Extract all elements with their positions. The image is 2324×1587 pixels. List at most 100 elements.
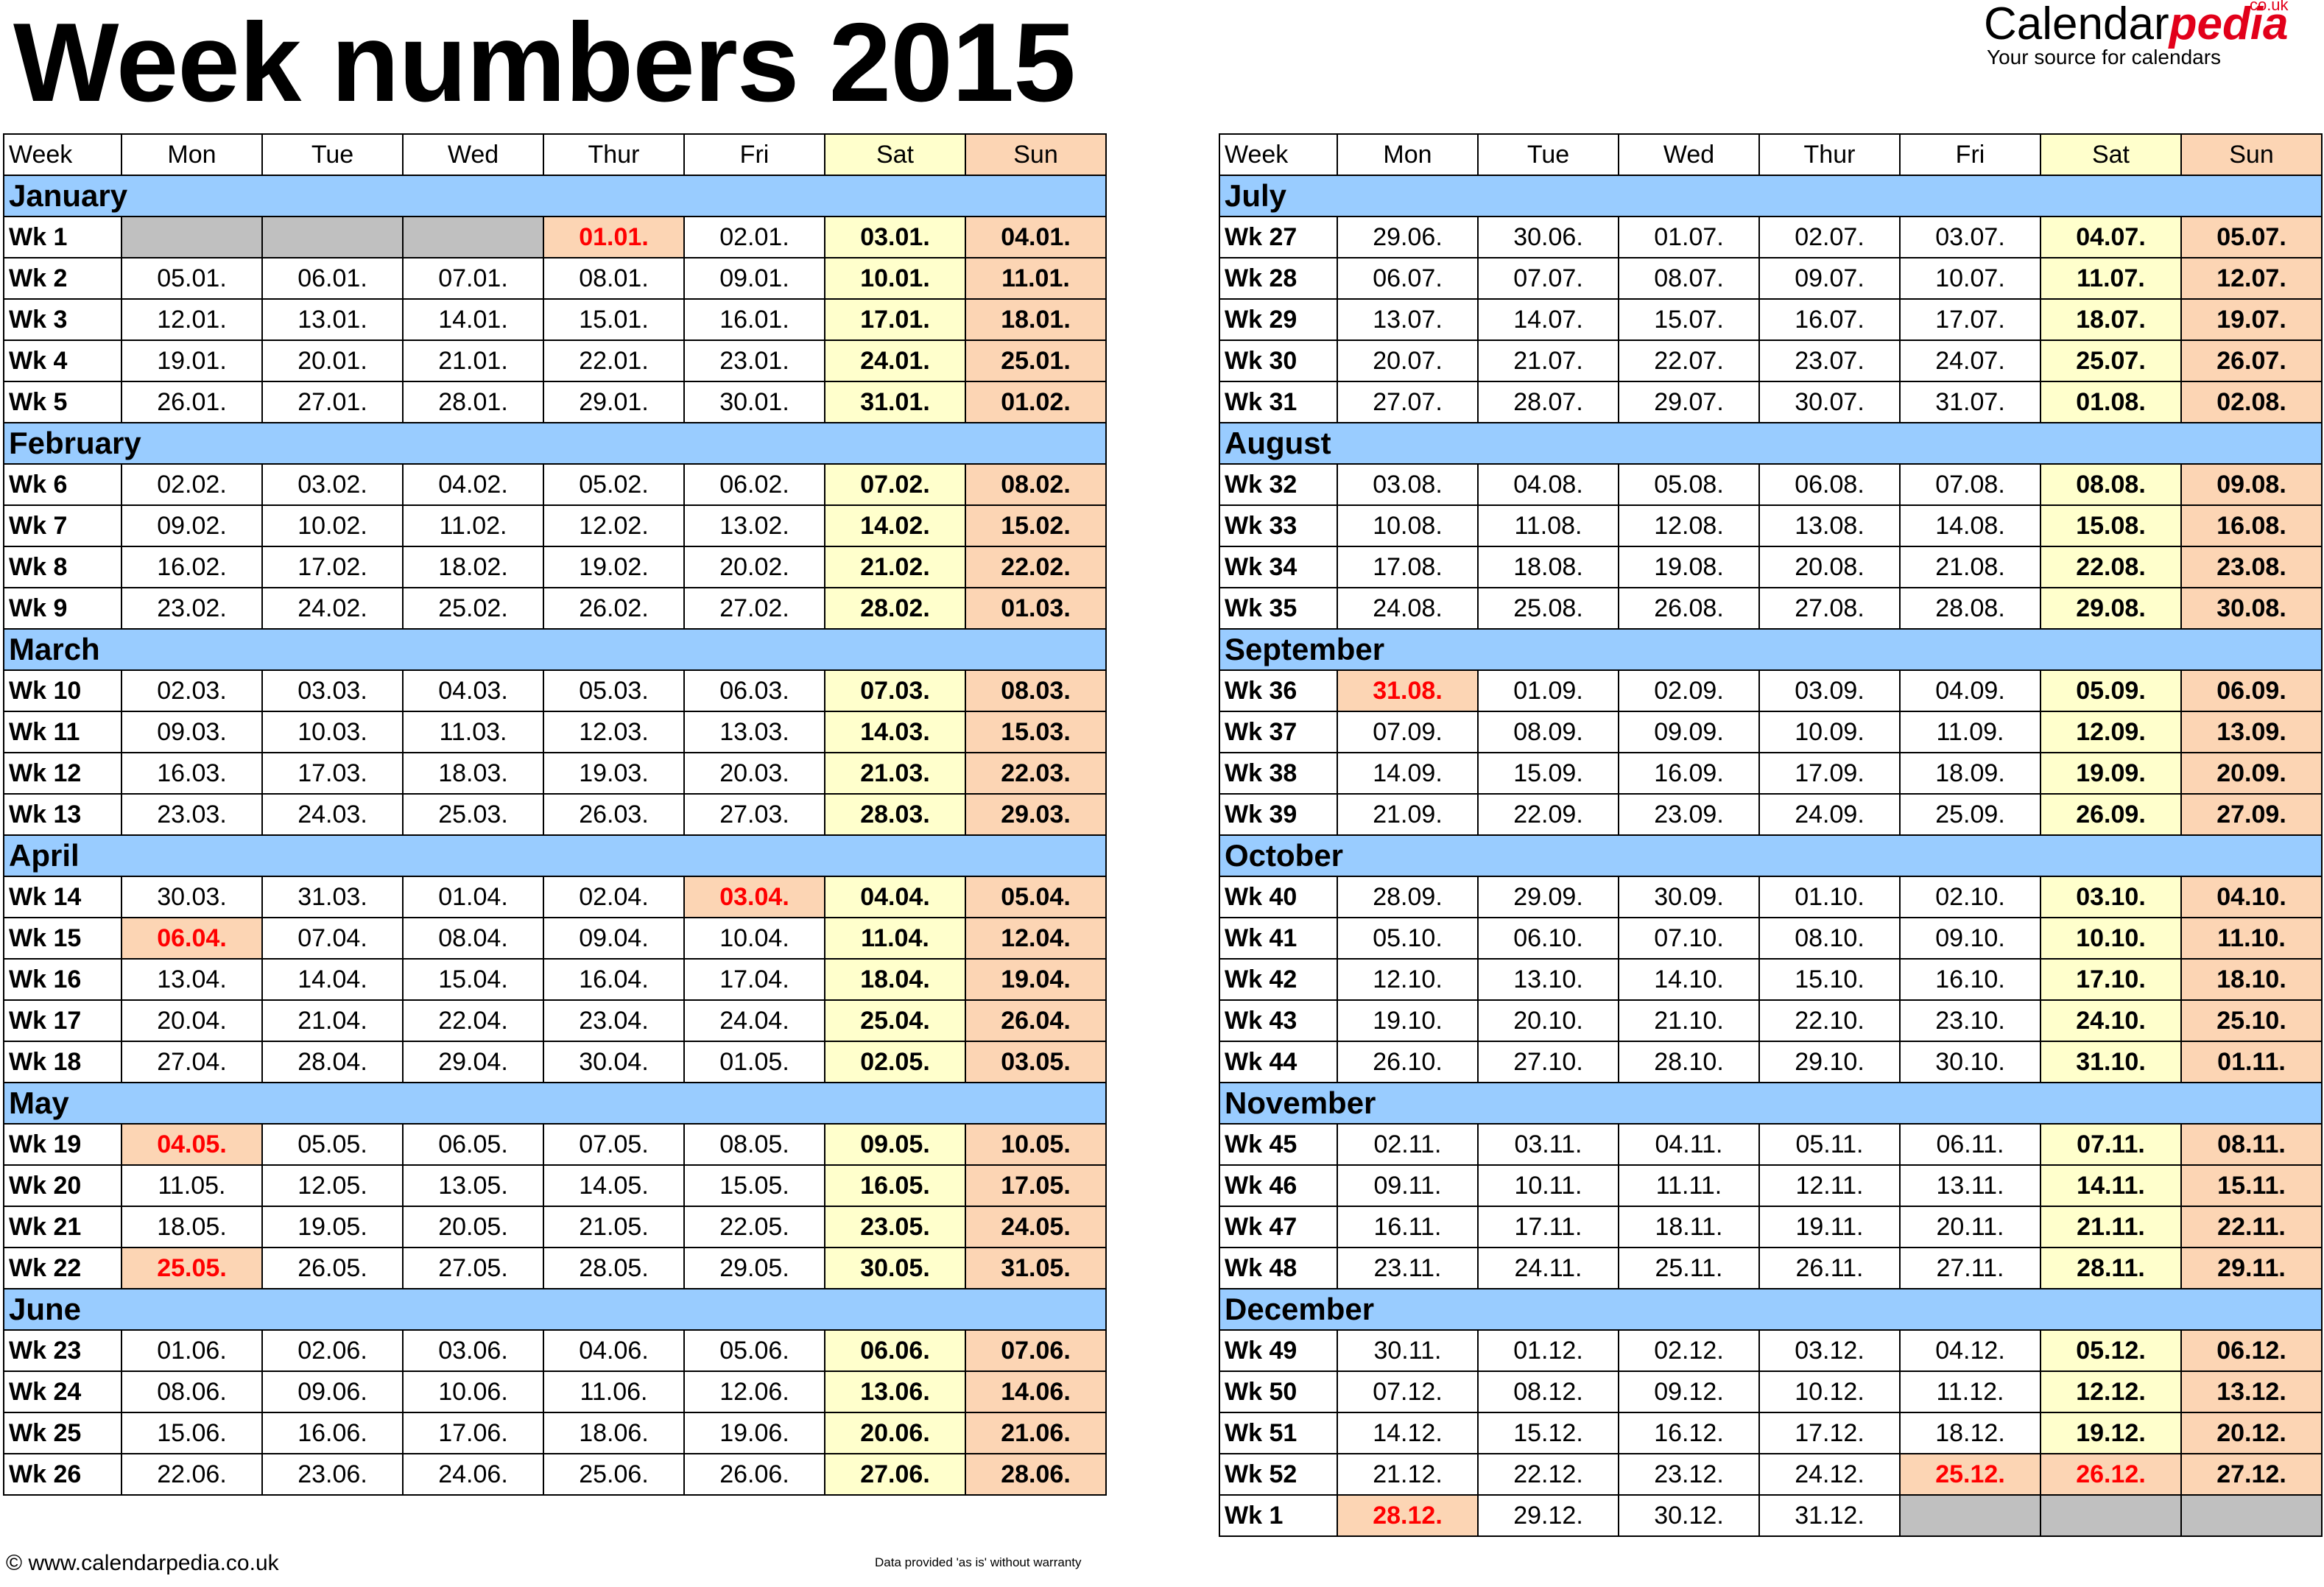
week-row: Wk 32 03.08. 04.08. 05.08. 06.08. 07.08. 08.08…	[1219, 463, 2323, 506]
table-body: Week Mon Tue Wed Thur Fri Sat Sun January Wk 1 01.…	[3, 133, 1107, 1496]
date-cell: 06.10.	[1477, 917, 1619, 960]
week-row: Wk 5 26.01. 27.01. 28.01. 29.01. 30.01. 31.01.…	[3, 381, 1107, 423]
date-cell: 12.06.	[683, 1370, 825, 1413]
week-number: Wk 29	[1219, 298, 1338, 341]
holiday-date: 01.01.	[543, 216, 685, 258]
date-cell: 22.01.	[543, 339, 685, 382]
week-row: Wk 36 31.08. 01.09. 02.09. 03.09. 04.09. 05.09…	[1219, 669, 2323, 712]
week-number: Wk 49	[1219, 1329, 1338, 1372]
date-cell: 29.09.	[1477, 876, 1619, 918]
date-cell: 15.06.	[121, 1412, 263, 1454]
date-cell: 21.04.	[261, 999, 404, 1042]
date-cell: 13.08.	[1758, 504, 1901, 547]
date-cell: 23.11.	[1337, 1247, 1479, 1289]
date-cell: 06.02.	[683, 463, 825, 506]
week-number: Wk 41	[1219, 917, 1338, 960]
date-cell: 11.11.	[1618, 1164, 1760, 1207]
week-number: Wk 22	[3, 1247, 122, 1289]
week-row: Wk 1 28.12. 29.12. 30.12. 31.12.	[1219, 1494, 2323, 1537]
date-cell: 17.10.	[2040, 958, 2182, 1001]
date-cell: 04.01.	[965, 216, 1107, 258]
week-number: Wk 45	[1219, 1123, 1338, 1166]
date-cell: 04.06.	[543, 1329, 685, 1372]
date-cell: 10.07.	[1899, 257, 2041, 300]
date-cell: 18.05.	[121, 1206, 263, 1248]
date-cell: 07.04.	[261, 917, 404, 960]
week-row: Wk 17 20.04. 21.04. 22.04. 23.04. 24.04. 25.04…	[3, 999, 1107, 1042]
month-name: June	[3, 1288, 1107, 1331]
date-cell: 13.09.	[2180, 711, 2323, 753]
date-cell: 21.10.	[1618, 999, 1760, 1042]
column-header: Week	[3, 133, 122, 176]
date-cell: 01.10.	[1758, 876, 1901, 918]
week-number: Wk 18	[3, 1041, 122, 1083]
column-header: Mon	[121, 133, 263, 176]
date-cell: 23.10.	[1899, 999, 2041, 1042]
date-cell: 16.11.	[1337, 1206, 1479, 1248]
header-row: Week Mon Tue Wed Thur Fri Sat Sun	[1219, 133, 2323, 176]
date-cell: 28.01.	[402, 381, 544, 423]
week-number: Wk 27	[1219, 216, 1338, 258]
week-number: Wk 40	[1219, 876, 1338, 918]
week-number: Wk 39	[1219, 793, 1338, 836]
week-number: Wk 30	[1219, 339, 1338, 382]
date-cell: 04.04.	[824, 876, 966, 918]
week-row: Wk 26 22.06. 23.06. 24.06. 25.06. 26.06. 27.06…	[3, 1453, 1107, 1496]
date-cell: 17.05.	[965, 1164, 1107, 1207]
footer-website: © www.calendarpedia.co.uk	[6, 1551, 279, 1575]
date-cell: 20.12.	[2180, 1412, 2323, 1454]
week-number: Wk 37	[1219, 711, 1338, 753]
week-row: Wk 13 23.03. 24.03. 25.03. 26.03. 27.03. 28.03…	[3, 793, 1107, 836]
date-cell: 20.06.	[824, 1412, 966, 1454]
date-cell: 12.07.	[2180, 257, 2323, 300]
date-cell: 25.09.	[1899, 793, 2041, 836]
empty-cell	[1899, 1494, 2041, 1537]
date-cell: 15.03.	[965, 711, 1107, 753]
date-cell: 27.01.	[261, 381, 404, 423]
week-row: Wk 12 16.03. 17.03. 18.03. 19.03. 20.03. 21.03…	[3, 752, 1107, 795]
date-cell: 12.11.	[1758, 1164, 1901, 1207]
date-cell: 12.12.	[2040, 1370, 2182, 1413]
week-row: Wk 14 30.03. 31.03. 01.04. 02.04. 03.04. 04.04…	[3, 876, 1107, 918]
date-cell: 04.12.	[1899, 1329, 2041, 1372]
week-number: Wk 51	[1219, 1412, 1338, 1454]
date-cell: 27.04.	[121, 1041, 263, 1083]
date-cell: 03.10.	[2040, 876, 2182, 918]
month-row: February	[3, 422, 1107, 465]
date-cell: 14.09.	[1337, 752, 1479, 795]
week-number: Wk 16	[3, 958, 122, 1001]
date-cell: 22.12.	[1477, 1453, 1619, 1496]
week-row: Wk 37 07.09. 08.09. 09.09. 10.09. 11.09. 12.09…	[1219, 711, 2323, 753]
date-cell: 05.09.	[2040, 669, 2182, 712]
column-header: Week	[1219, 133, 1338, 176]
date-cell: 11.05.	[121, 1164, 263, 1207]
date-cell: 19.06.	[683, 1412, 825, 1454]
date-cell: 04.09.	[1899, 669, 2041, 712]
date-cell: 11.01.	[965, 257, 1107, 300]
week-row: Wk 11 09.03. 10.03. 11.03. 12.03. 13.03. 14.03…	[3, 711, 1107, 753]
date-cell: 09.03.	[121, 711, 263, 753]
week-number: Wk 9	[3, 587, 122, 630]
month-name: August	[1219, 422, 2323, 465]
date-cell: 16.07.	[1758, 298, 1901, 341]
date-cell: 20.02.	[683, 546, 825, 588]
date-cell: 26.06.	[683, 1453, 825, 1496]
date-cell: 28.09.	[1337, 876, 1479, 918]
date-cell: 02.05.	[824, 1041, 966, 1083]
week-number: Wk 31	[1219, 381, 1338, 423]
date-cell: 09.12.	[1618, 1370, 1760, 1413]
date-cell: 30.05.	[824, 1247, 966, 1289]
date-cell: 16.05.	[824, 1164, 966, 1207]
week-row: Wk 44 26.10. 27.10. 28.10. 29.10. 30.10. 31.10…	[1219, 1041, 2323, 1083]
month-name: October	[1219, 834, 2323, 877]
date-cell: 06.08.	[1758, 463, 1901, 506]
date-cell: 08.04.	[402, 917, 544, 960]
date-cell: 27.08.	[1758, 587, 1901, 630]
week-row: Wk 7 09.02. 10.02. 11.02. 12.02. 13.02. 14.02.…	[3, 504, 1107, 547]
date-cell: 15.05.	[683, 1164, 825, 1207]
date-cell: 04.08.	[1477, 463, 1619, 506]
date-cell: 24.06.	[402, 1453, 544, 1496]
date-cell: 28.02.	[824, 587, 966, 630]
date-cell: 11.07.	[2040, 257, 2182, 300]
